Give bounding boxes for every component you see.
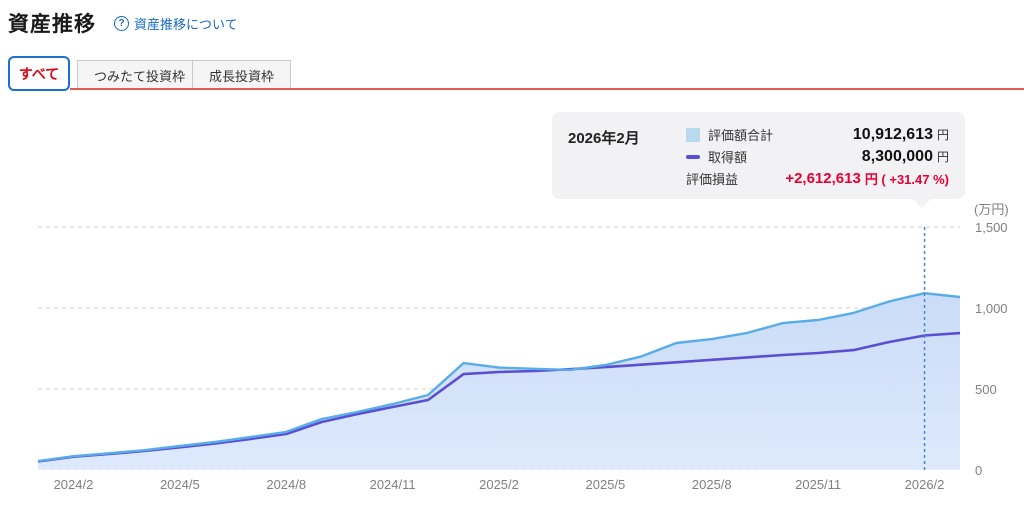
tab-tsumitate[interactable]: つみたて投資枠 bbox=[77, 60, 203, 90]
valuation-value: 10,912,613 bbox=[852, 125, 933, 143]
help-link-label: 資産推移について bbox=[134, 16, 238, 32]
chart-tooltip: 2026年2月 評価額合計 10,912,613 円 取得額 8,300,000… bbox=[552, 112, 965, 208]
x-tick-label: 2024/2 bbox=[54, 477, 94, 492]
y-tick-label: 1,500 bbox=[975, 220, 1008, 235]
valuation-label: 評価額合計 bbox=[708, 128, 774, 144]
y-axis-unit-label: (万円) bbox=[974, 202, 1009, 217]
x-tick-label: 2024/5 bbox=[160, 477, 200, 492]
x-tick-label: 2025/5 bbox=[586, 477, 626, 492]
x-tick-label: 2024/8 bbox=[266, 477, 306, 492]
acquisition-unit: 円 bbox=[936, 150, 949, 164]
tooltip-row-acquisition: 取得額 8,300,000 円 bbox=[686, 146, 949, 168]
acquisition-line bbox=[37, 331, 961, 463]
valuation-area bbox=[38, 293, 960, 470]
tab-tsumitate-label: つみたて投資枠 bbox=[94, 68, 186, 84]
acquisition-line-swatch-icon bbox=[686, 154, 700, 159]
gain-loss-label: 評価損益 bbox=[686, 171, 739, 187]
question-circle-icon: ? bbox=[114, 15, 129, 31]
tab-bar: すべて つみたて投資枠 成長投資枠 bbox=[0, 56, 1024, 92]
y-tick-label: 500 bbox=[975, 382, 997, 397]
tab-all[interactable]: すべて bbox=[8, 56, 70, 91]
tooltip-rows: 評価額合計 10,912,613 円 取得額 8,300,000 円 評価損益 … bbox=[686, 124, 949, 189]
acquisition-value: 8,300,000 bbox=[861, 147, 933, 165]
valuation-line bbox=[37, 291, 961, 463]
tab-growth-label: 成長投資枠 bbox=[209, 68, 275, 84]
x-tick-label: 2026/2 bbox=[905, 477, 945, 492]
x-tick-label: 2025/2 bbox=[479, 477, 519, 492]
valuation-unit: 円 bbox=[936, 128, 949, 143]
tooltip-date: 2026年2月 bbox=[568, 130, 640, 147]
asset-chart[interactable]: 1,500 1,000 500 0 (万円) 2024/2 2024/5 2024/8 2024… bbox=[0, 200, 1024, 513]
asset-chart-svg[interactable]: 1,500 1,000 500 0 (万円) 2024/2 2024/5 2024/8 2024… bbox=[0, 200, 1024, 513]
y-tick-label: 0 bbox=[975, 463, 982, 478]
tab-growth[interactable]: 成長投資枠 bbox=[192, 60, 292, 90]
page-title: 資産推移 bbox=[8, 13, 96, 36]
valuation-area-swatch-icon bbox=[686, 127, 700, 142]
help-link[interactable]: ? 資産推移について bbox=[114, 14, 238, 33]
gain-loss-unit: 円 ( +31.47 %) bbox=[864, 171, 949, 187]
x-tick-label: 2025/11 bbox=[795, 477, 841, 492]
y-tick-label: 1,000 bbox=[975, 301, 1008, 316]
x-tick-label: 2024/11 bbox=[370, 477, 416, 492]
gain-loss-value: +2,612,613 bbox=[785, 169, 861, 187]
header: 資産推移 ? 資産推移について bbox=[8, 8, 238, 38]
tooltip-row-valuation: 評価額合計 10,912,613 円 bbox=[686, 124, 949, 146]
x-tick-label: 2025/8 bbox=[692, 477, 732, 492]
tab-all-label: すべて bbox=[18, 65, 60, 82]
tooltip-row-gain-loss: 評価損益 +2,612,613 円 ( +31.47 %) bbox=[686, 167, 949, 189]
tab-underline bbox=[70, 88, 1024, 90]
acquisition-label: 取得額 bbox=[708, 150, 748, 165]
